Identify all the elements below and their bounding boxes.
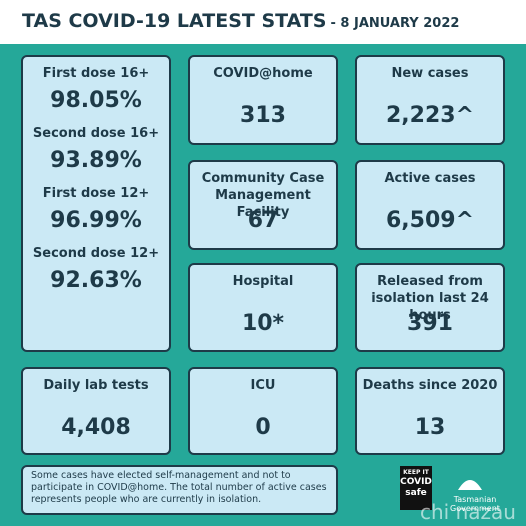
stat-card: Active cases 6,509^ [355,160,505,250]
vaccination-card: First dose 16+ 98.05% Second dose 16+ 93.89… [21,55,171,352]
stat-label: Active cases [384,171,476,186]
stat-value: 6,509^ [385,208,475,233]
stat-card: Hospital 10* [188,263,338,352]
stat-card: New cases 2,223^ [355,55,505,145]
logo-text: COVID [400,477,432,487]
stat-label: Deaths since 2020 [362,378,498,393]
stat-value: 4,408 [61,415,131,440]
stat-value: 93.89% [50,148,142,173]
stat-value: 98.05% [50,88,142,113]
stat-card: Deaths since 2020 13 [355,367,505,455]
title-text: TAS COVID-19 LATEST STATS [22,10,327,32]
stat-value: 391 [407,311,453,336]
stat-label: New cases [391,66,469,81]
stat-label: First dose 12+ [42,186,150,201]
date: - 8 JANUARY 2022 [330,16,460,31]
stat-label: First dose 16+ [42,66,150,81]
logo-text: KEEP IT [403,469,429,476]
stat-value: 92.63% [50,268,142,293]
title: TAS COVID-19 LATEST STATS - 8 JANUARY 202… [22,10,459,32]
stat-card: COVID@home 313 [188,55,338,145]
stat-label: ICU [250,378,276,393]
header: TAS COVID-19 LATEST STATS - 8 JANUARY 202… [0,0,526,44]
stat-value: 2,223^ [385,103,475,128]
stat-value: 67 [247,208,279,233]
stat-label: Daily lab tests [43,378,149,393]
stat-card: Released from isolation last 24 hours 391 [355,263,505,352]
stat-label: Community Case Management Facility [201,171,325,220]
gov-emblem [458,480,482,490]
stat-card: ICU 0 [188,367,338,455]
stat-value: 10* [241,311,285,336]
footnote: Some cases have elected self-management … [21,465,338,515]
stat-card: Community Case Management Facility 67 [188,160,338,250]
logo-text: safe [405,488,427,498]
stat-label: Released from isolation last 24 hours [371,274,489,323]
stat-label: Hospital [232,274,294,289]
stat-card: Daily lab tests 4,408 [21,367,171,455]
stat-value: 313 [240,103,286,128]
stat-label: COVID@home [213,66,313,81]
covid-safe-logo: KEEP IT COVID safe [400,466,432,510]
watermark: chi nazau [420,500,516,524]
stat-label: Second dose 16+ [32,126,160,141]
stat-value: 96.99% [50,208,142,233]
stat-label: Second dose 12+ [32,246,160,261]
stat-value: 0 [255,415,271,440]
gov-logo: Tasmanian Government [450,495,500,513]
stat-value: 13 [414,415,446,440]
